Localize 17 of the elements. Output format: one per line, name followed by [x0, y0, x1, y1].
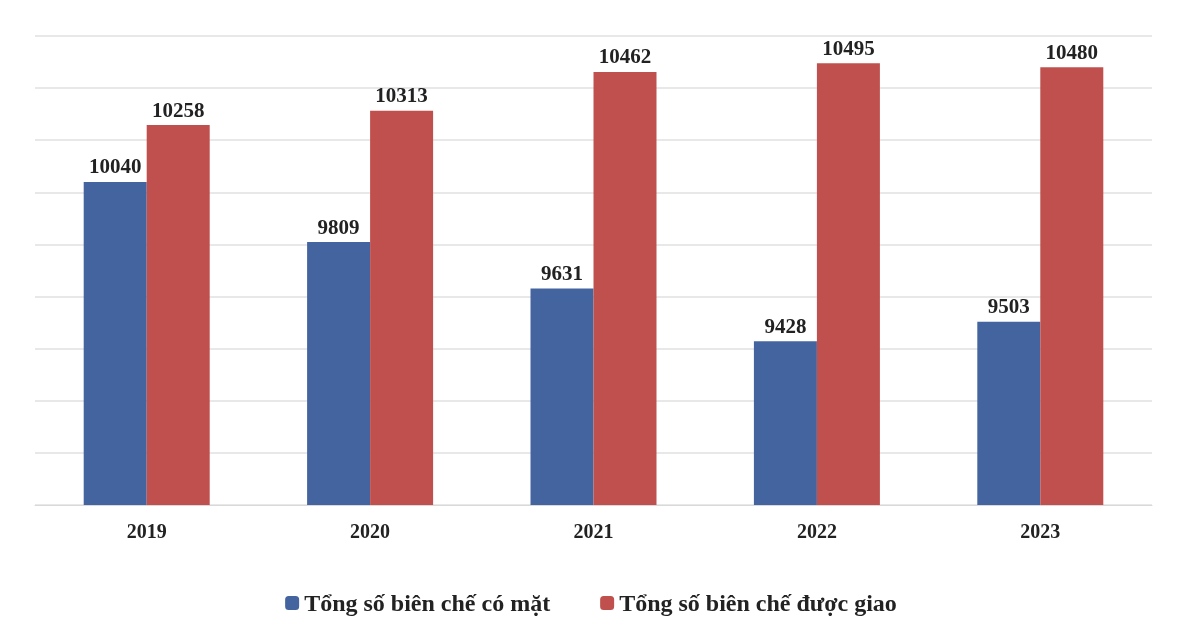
data-label: 10258 [151, 97, 205, 122]
data-label: 10462 [598, 44, 652, 69]
data-label: 9428 [764, 313, 807, 338]
data-label: 9503 [987, 294, 1030, 319]
x-tick-label: 2021 [573, 520, 614, 542]
data-label: 9809 [317, 214, 360, 239]
x-tick-label: 2019 [126, 520, 167, 542]
x-tick-label: 2020 [350, 520, 391, 542]
data-label: 9631 [541, 260, 583, 285]
data-label: 10480 [1045, 39, 1099, 64]
data-label: 10495 [822, 35, 875, 60]
data-label: 10040 [88, 154, 142, 179]
data-label: 10313 [375, 83, 428, 108]
legend-label: Tổng số biên chế có mặt [304, 590, 551, 616]
legend-label: Tổng số biên chế được giao [619, 590, 897, 616]
x-tick-label: 2023 [1020, 520, 1061, 542]
x-tick-label: 2022 [796, 520, 837, 542]
